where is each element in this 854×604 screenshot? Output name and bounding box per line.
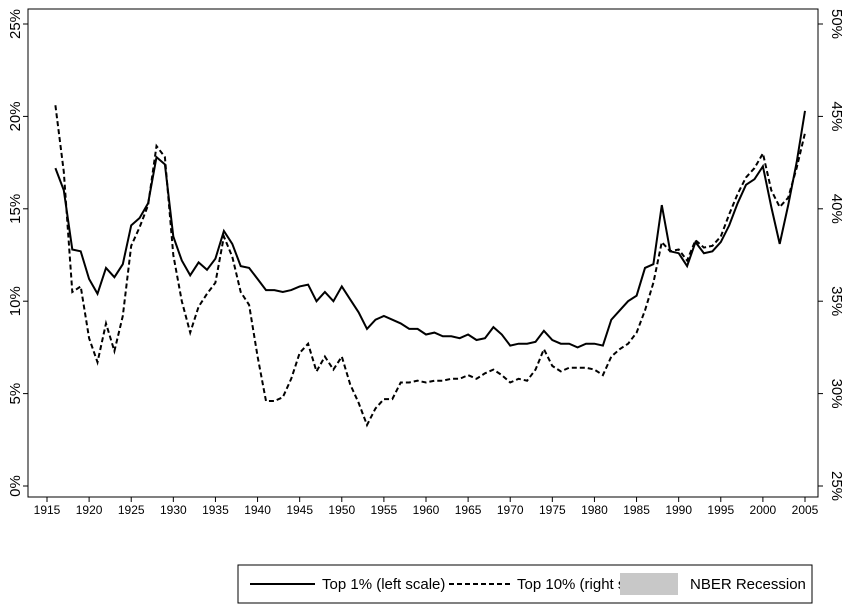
x-tick-label: 2005 (792, 503, 819, 517)
x-tick-label: 1980 (581, 503, 608, 517)
legend-swatch (620, 573, 678, 595)
x-tick-label: 1970 (497, 503, 524, 517)
y2-tick-label: 50% (828, 9, 845, 39)
x-tick-label: 1955 (371, 503, 398, 517)
x-tick-label: 1940 (244, 503, 271, 517)
x-tick-label: 1985 (623, 503, 650, 517)
x-tick-label: 1965 (455, 503, 482, 517)
y-tick-label: 20% (7, 101, 24, 131)
y-tick-label: 25% (7, 9, 24, 39)
x-tick-label: 1995 (707, 503, 734, 517)
series-line (54, 105, 806, 428)
x-tick-label: 2000 (750, 503, 777, 517)
x-tick-label: 1925 (118, 503, 145, 517)
x-tick-label: 1960 (413, 503, 440, 517)
plot-frame (27, 8, 819, 498)
x-tick-label: 1915 (34, 503, 61, 517)
x-tick-label: 1930 (160, 503, 187, 517)
y2-tick-label: 40% (828, 194, 845, 224)
x-tick-label: 1945 (286, 503, 313, 517)
x-tick-label: 1950 (328, 503, 355, 517)
y2-tick-label: 45% (828, 101, 845, 131)
x-tick-label: 1990 (665, 503, 692, 517)
series-line (54, 110, 806, 349)
legend-text: Top 1% (left scale) (322, 576, 445, 593)
y2-tick-label: 25% (828, 471, 845, 501)
x-tick-label: 1920 (76, 503, 103, 517)
y-tick-label: 10% (7, 286, 24, 316)
legend-box (237, 564, 813, 604)
y2-tick-label: 35% (828, 286, 845, 316)
y-tick-label: 15% (7, 194, 24, 224)
x-tick-label: 1975 (539, 503, 566, 517)
x-tick-label: 1935 (202, 503, 229, 517)
legend-text: NBER Recession (690, 576, 806, 593)
y-tick-label: 0% (7, 475, 24, 497)
y2-tick-label: 30% (828, 379, 845, 409)
y-tick-label: 5% (7, 383, 24, 405)
